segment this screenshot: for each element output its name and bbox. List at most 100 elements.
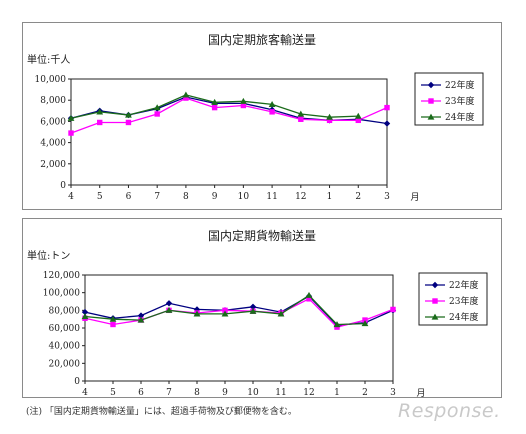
y-tick-label: 80,000 xyxy=(49,306,81,316)
data-point-square xyxy=(362,317,368,323)
x-tick-label: 12 xyxy=(295,192,306,202)
y-tick-label: 2,000 xyxy=(40,160,66,170)
legend-box xyxy=(418,272,488,326)
data-point-square xyxy=(355,117,361,124)
month-label: 月 xyxy=(416,388,425,397)
data-point-triangle xyxy=(297,110,305,117)
y-tick-label: 4,000 xyxy=(40,139,66,149)
data-point-triangle xyxy=(193,310,201,317)
data-point-diamond xyxy=(137,312,145,319)
data-point-square xyxy=(390,306,396,313)
x-tick-label: 7 xyxy=(154,192,160,202)
plot-area xyxy=(84,274,394,382)
data-point-triangle xyxy=(182,91,190,98)
legend-label: 23年度 xyxy=(445,95,474,107)
data-point-triangle xyxy=(165,306,173,313)
series-line xyxy=(70,97,388,134)
data-point-triangle xyxy=(268,101,276,108)
x-tick-label: 3 xyxy=(384,192,390,202)
data-point-triangle xyxy=(305,291,313,298)
data-point-triangle xyxy=(81,313,89,320)
data-point-triangle xyxy=(125,111,132,118)
data-point-triangle xyxy=(354,112,362,119)
y-tick-label: 100,000 xyxy=(43,289,80,299)
data-point-triangle xyxy=(211,98,219,105)
x-tick-label: 4 xyxy=(68,192,74,202)
data-point-square xyxy=(110,321,116,328)
data-point-triangle xyxy=(431,313,439,320)
x-tick-label: 6 xyxy=(126,192,132,202)
unit-label: 単位:トン xyxy=(27,251,71,262)
x-tick-label: 11 xyxy=(275,388,286,397)
y-tick-label: 10,000 xyxy=(35,75,67,85)
y-tick-label: 0 xyxy=(60,181,66,191)
x-tick-label: 10 xyxy=(238,192,250,202)
data-point-triangle xyxy=(326,113,333,120)
data-point-triangle xyxy=(221,310,229,317)
x-tick-label: 1 xyxy=(327,192,333,202)
data-point-square xyxy=(384,104,390,111)
y-tick-label: 120,000 xyxy=(43,271,80,281)
y-tick-label: 40,000 xyxy=(49,342,81,352)
x-tick-label: 8 xyxy=(194,388,200,397)
cargo-chart-svg: 0 20,000 40,000 60,000 80,000 100,000 120,000 4… xyxy=(43,271,488,397)
data-point-square xyxy=(125,119,132,126)
series-line xyxy=(84,298,394,328)
x-tick-label: 12 xyxy=(303,388,314,397)
data-point-square xyxy=(298,116,304,122)
footnote: (注) 「国内定期貨物輸送量」には、超過手荷物及び郵便物を含む。 xyxy=(26,407,297,417)
y-tick-label: 6,000 xyxy=(40,117,66,127)
unit-label: 単位:千人 xyxy=(27,55,71,66)
plot-area xyxy=(70,78,388,186)
data-point-square xyxy=(183,95,189,101)
series-line xyxy=(70,96,388,125)
x-tick-label: 2 xyxy=(355,192,361,202)
data-point-triangle xyxy=(96,108,104,115)
x-tick-label: 4 xyxy=(82,388,88,397)
data-point-diamond xyxy=(81,308,89,316)
data-point-triangle xyxy=(153,104,161,111)
x-tick-label: 8 xyxy=(183,192,189,202)
x-tick-label: 3 xyxy=(390,388,396,397)
data-point-square xyxy=(97,119,103,126)
y-tick-label: 0 xyxy=(74,377,80,387)
data-point-triangle xyxy=(277,310,285,317)
data-point-triangle xyxy=(333,321,341,328)
legend-label: 24年度 xyxy=(445,111,474,123)
data-point-triangle xyxy=(361,320,369,327)
y-tick-label: 8,000 xyxy=(40,96,66,106)
x-tick-label: 5 xyxy=(97,192,103,202)
data-point-square xyxy=(222,307,228,314)
x-tick-label: 10 xyxy=(247,388,259,397)
x-tick-label: 11 xyxy=(266,192,277,202)
passenger-chart-panel: 国内定期旅客輸送量 単位:千人 0 2,000 4,000 6,000 8,000 10,… xyxy=(22,22,502,210)
data-point-triangle xyxy=(239,97,247,104)
data-point-square xyxy=(269,109,275,115)
data-point-square xyxy=(326,117,333,124)
x-tick-label: 5 xyxy=(110,388,116,397)
data-point-square xyxy=(211,104,218,111)
data-point-triangle xyxy=(427,113,435,120)
x-tick-label: 6 xyxy=(138,388,144,397)
x-tick-label: 9 xyxy=(212,192,218,202)
data-point-square xyxy=(240,102,247,109)
legend-label: 24年度 xyxy=(449,311,478,323)
data-point-square xyxy=(154,111,160,117)
data-point-triangle xyxy=(109,315,117,322)
data-point-diamond xyxy=(193,306,201,313)
legend-label: 22年度 xyxy=(445,79,474,91)
legend-box xyxy=(414,72,484,126)
month-label: 月 xyxy=(410,192,419,203)
data-point-diamond xyxy=(431,281,439,289)
data-point-square xyxy=(334,324,340,330)
x-tick-label: 9 xyxy=(222,388,228,397)
chart-title: 国内定期貨物輸送量 xyxy=(207,229,316,243)
data-point-diamond xyxy=(249,303,257,310)
y-tick-label: 20,000 xyxy=(49,359,81,369)
x-tick-label: 1 xyxy=(334,388,340,397)
data-point-square xyxy=(68,130,74,136)
data-point-triangle xyxy=(67,114,75,121)
x-tick-label: 2 xyxy=(362,388,368,397)
data-point-diamond xyxy=(165,300,173,307)
